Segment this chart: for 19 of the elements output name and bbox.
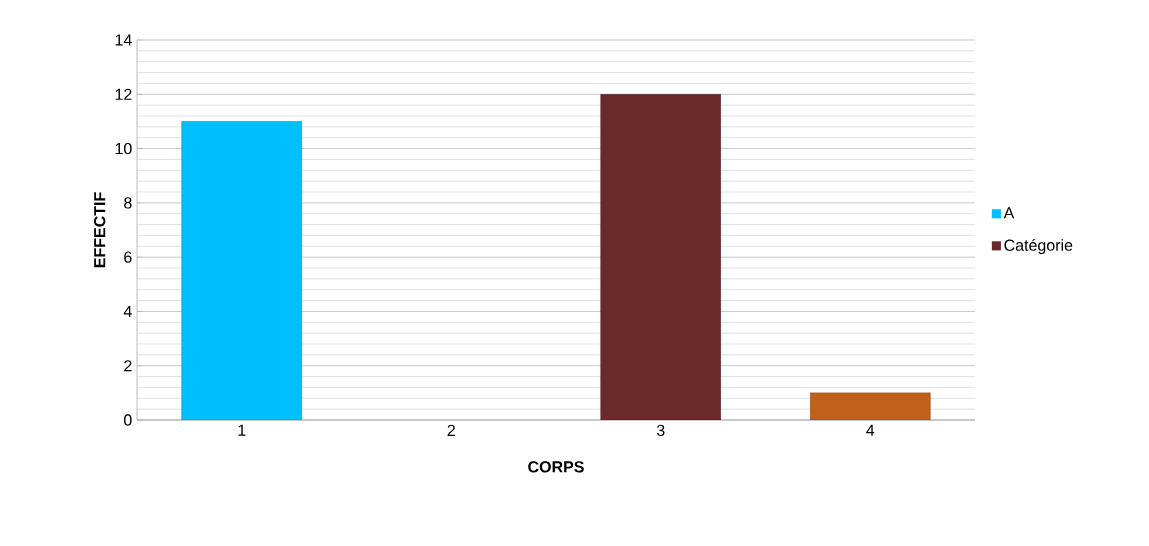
x-axis-title: CORPS	[528, 461, 584, 473]
x-tick-label: 4	[866, 424, 875, 436]
bar	[809, 392, 931, 420]
y-tick-label: 6	[124, 251, 132, 263]
bar	[181, 121, 303, 420]
y-tick-label: 10	[115, 142, 132, 155]
y-tick-label: 4	[123, 305, 132, 317]
y-tick-label: 0	[124, 414, 132, 426]
legend-label: Catégorie	[1004, 238, 1073, 255]
x-tick-label: 3	[656, 424, 665, 437]
y-axis-title: EFFECTIF	[94, 192, 106, 268]
bar	[600, 94, 722, 420]
y-tick-label: 14	[115, 34, 132, 46]
y-tick-label: 12	[115, 88, 132, 100]
y-tick-label: 2	[124, 360, 132, 372]
legend-label: A	[1003, 207, 1015, 219]
x-tick-label: 1	[238, 424, 246, 436]
y-tick-label: 8	[124, 197, 132, 209]
x-tick-label: 2	[447, 424, 455, 436]
